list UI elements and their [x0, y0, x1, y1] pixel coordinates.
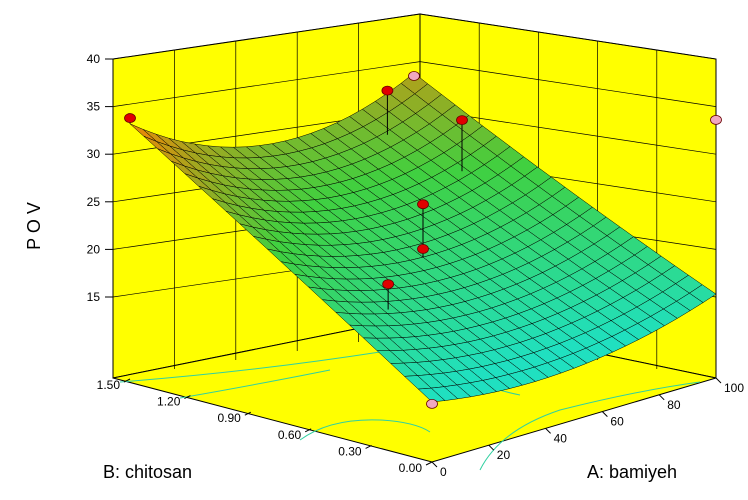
x-tick — [602, 411, 608, 417]
x-tick-label: 40 — [554, 431, 568, 445]
design-point — [710, 115, 722, 125]
y-tick — [184, 395, 191, 400]
design-point — [426, 398, 438, 409]
y-tick-label: 0.60 — [278, 428, 302, 442]
z-axis-title: P O V — [24, 202, 44, 250]
z-tick-label: 40 — [87, 52, 101, 66]
wall-grid-line — [419, 61, 717, 107]
floor-contour — [179, 369, 331, 399]
x-tick — [431, 461, 438, 468]
y-tick — [304, 428, 312, 433]
floor-contour — [479, 381, 701, 471]
y-tick — [123, 378, 131, 383]
y-tick-label: 0.90 — [217, 411, 241, 425]
design-points — [124, 71, 722, 409]
wall-grid-line — [112, 13, 421, 60]
y-tick — [244, 411, 252, 416]
x-tick — [715, 377, 722, 384]
x-axis-title: A: bamiyeh — [587, 462, 677, 482]
x-tick-label: 0 — [440, 465, 447, 479]
x-tick-label: 100 — [724, 381, 744, 395]
x-tick — [658, 394, 665, 401]
axis-ticks: 15 20 25 30 35 40 0 20 40 60 80 100 0.00 0.30 0.60 0.90… — [87, 52, 745, 479]
x-tick-label: 60 — [610, 415, 624, 429]
z-tick-label: 20 — [87, 242, 101, 256]
z-tick-label: 15 — [87, 290, 101, 304]
design-point — [456, 115, 468, 126]
y-tick — [425, 461, 433, 466]
y-tick-label: 0.00 — [399, 461, 423, 475]
floor-contour — [299, 419, 431, 441]
y-tick — [365, 444, 372, 449]
y-axis-title: B: chitosan — [103, 462, 192, 482]
x-tick-label: 20 — [497, 448, 511, 462]
x-tick-label: 80 — [667, 398, 681, 412]
design-point — [124, 113, 136, 123]
design-point — [417, 244, 429, 254]
y-tick-label: 0.30 — [338, 444, 362, 458]
z-tick-label: 35 — [87, 100, 101, 114]
response-surface — [129, 72, 717, 403]
y-tick-label: 1.50 — [97, 378, 121, 392]
design-point — [417, 199, 429, 210]
design-point — [381, 85, 394, 96]
wall-grid-line — [419, 13, 717, 60]
z-tick-label: 25 — [87, 195, 101, 209]
x-tick — [488, 444, 495, 451]
z-tick-label: 30 — [87, 147, 101, 161]
x-tick — [545, 428, 551, 434]
surface-facet — [417, 387, 446, 403]
wall-grid-line — [112, 61, 421, 107]
y-tick-label: 1.20 — [157, 395, 181, 409]
design-point — [382, 279, 395, 290]
design-point — [408, 71, 420, 81]
